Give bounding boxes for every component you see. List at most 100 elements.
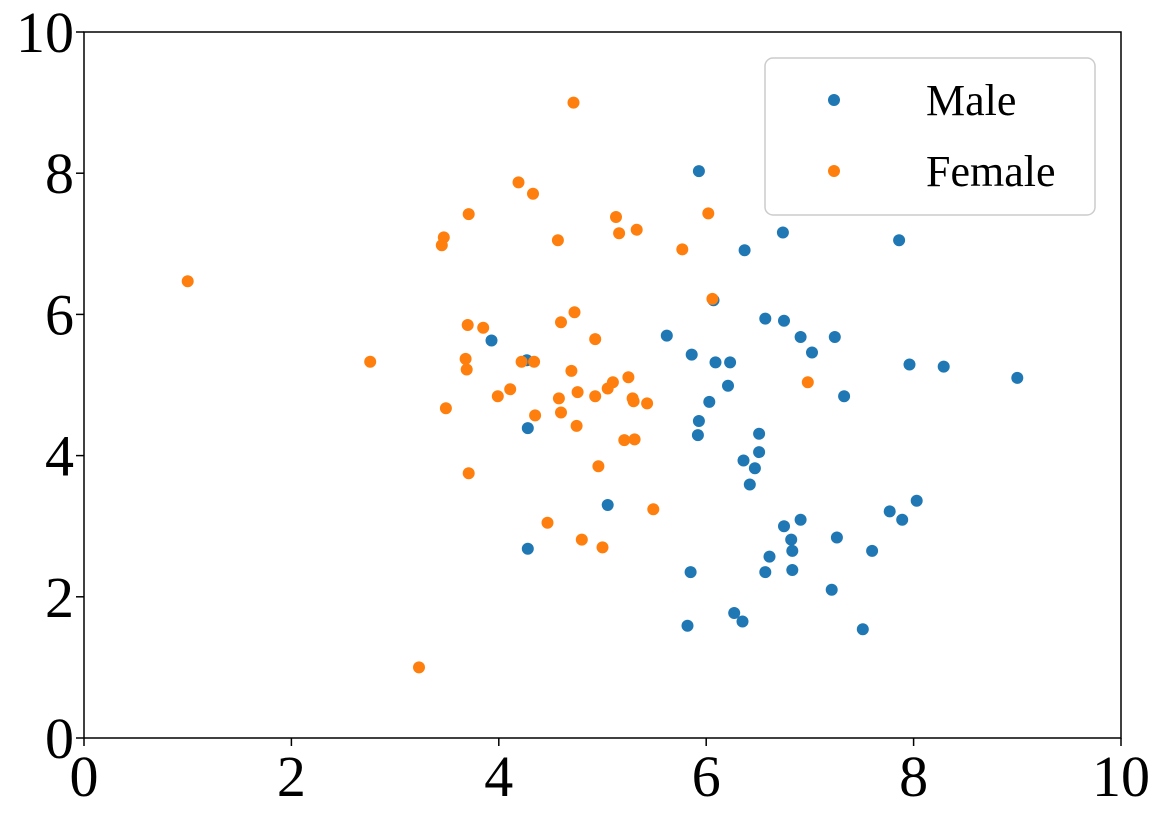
point-male-20 (703, 395, 716, 408)
y-tick-label-8: 8 (45, 141, 74, 206)
legend-label-female: Female (926, 147, 1056, 196)
point-female-29 (504, 383, 517, 396)
point-male-42 (684, 566, 697, 579)
point-male-35 (778, 520, 790, 533)
point-male-32 (883, 505, 896, 518)
legend: Male Female (764, 57, 1096, 216)
point-male-17 (937, 360, 950, 373)
point-male-30 (601, 499, 614, 511)
point-female-30 (571, 386, 584, 399)
point-female-17 (477, 321, 490, 334)
y-tick-label-4: 4 (45, 424, 74, 489)
point-male-0 (692, 165, 705, 178)
point-female-42 (628, 433, 641, 446)
point-male-21 (838, 390, 851, 403)
point-female-46 (541, 516, 554, 529)
point-female-31 (491, 390, 504, 403)
point-female-48 (596, 541, 609, 554)
point-female-32 (589, 390, 602, 403)
point-female-16 (461, 319, 474, 331)
point-female-12 (181, 275, 194, 288)
point-male-45 (825, 583, 838, 596)
point-female-23 (460, 363, 473, 376)
point-female-11 (676, 243, 689, 256)
point-female-5 (610, 211, 622, 223)
point-female-7 (613, 227, 626, 240)
axis-ticks: 0 2 4 6 8 10 0 2 4 6 8 10 (16, 0, 1150, 809)
point-male-14 (828, 331, 841, 343)
point-male-2 (776, 226, 789, 239)
point-female-2 (527, 187, 539, 200)
point-male-24 (521, 422, 534, 435)
x-tick-label-10: 10 (1092, 744, 1150, 809)
point-male-38 (786, 544, 799, 557)
point-female-6 (630, 223, 643, 236)
point-male-11 (759, 312, 772, 325)
point-male-25 (753, 427, 766, 440)
point-female-19 (364, 355, 377, 368)
data-points (181, 96, 1024, 674)
point-male-22 (692, 415, 705, 427)
point-female-4 (702, 207, 715, 220)
y-tick-label-10: 10 (16, 0, 74, 65)
point-female-44 (462, 467, 475, 480)
point-male-23 (691, 429, 704, 442)
x-tick-label-8: 8 (899, 744, 928, 809)
point-female-0 (567, 96, 580, 109)
point-female-9 (435, 239, 448, 252)
x-tick-label-4: 4 (484, 744, 513, 809)
legend-marker-female (828, 165, 840, 177)
point-male-16 (903, 358, 916, 371)
point-female-1 (512, 176, 525, 189)
point-male-9 (709, 356, 722, 369)
legend-marker-male (828, 94, 840, 106)
point-male-37 (830, 531, 843, 544)
point-male-48 (681, 619, 694, 632)
point-female-40 (570, 419, 583, 432)
point-male-29 (743, 478, 756, 491)
legend-box (764, 57, 1096, 216)
legend-label-male: Male (926, 76, 1016, 125)
point-female-37 (439, 402, 452, 415)
point-female-25 (622, 371, 635, 384)
point-male-47 (736, 615, 749, 628)
point-male-33 (896, 513, 909, 526)
y-tick-label-6: 6 (45, 282, 74, 347)
x-tick-label-0: 0 (70, 744, 99, 809)
point-male-28 (748, 462, 761, 475)
point-female-39 (529, 409, 542, 422)
point-male-10 (724, 356, 737, 369)
point-female-3 (462, 208, 475, 221)
point-female-22 (528, 355, 541, 368)
point-female-21 (515, 355, 528, 368)
point-male-6 (485, 334, 498, 347)
x-tick-label-6: 6 (692, 744, 721, 809)
point-female-18 (589, 333, 602, 346)
point-female-27 (601, 382, 614, 395)
point-female-24 (565, 364, 578, 377)
point-female-15 (555, 316, 567, 329)
point-female-47 (575, 533, 588, 546)
y-tick-label-2: 2 (45, 565, 74, 630)
point-male-26 (753, 446, 766, 459)
point-male-39 (866, 544, 879, 557)
point-female-14 (568, 306, 581, 319)
point-male-49 (856, 623, 869, 636)
point-male-34 (794, 513, 807, 526)
point-male-8 (685, 348, 698, 361)
point-female-28 (801, 376, 814, 389)
point-male-1 (738, 244, 751, 257)
point-female-45 (647, 503, 660, 516)
point-male-36 (785, 533, 798, 546)
point-male-41 (763, 550, 776, 563)
plot-frame (83, 31, 1122, 739)
point-male-19 (722, 379, 734, 392)
point-male-5 (660, 329, 673, 342)
point-male-12 (778, 314, 790, 327)
point-female-36 (641, 397, 654, 410)
point-male-13 (794, 331, 807, 343)
point-female-33 (552, 392, 565, 405)
point-male-18 (1011, 371, 1024, 384)
point-male-15 (806, 346, 818, 359)
point-female-20 (459, 352, 472, 365)
